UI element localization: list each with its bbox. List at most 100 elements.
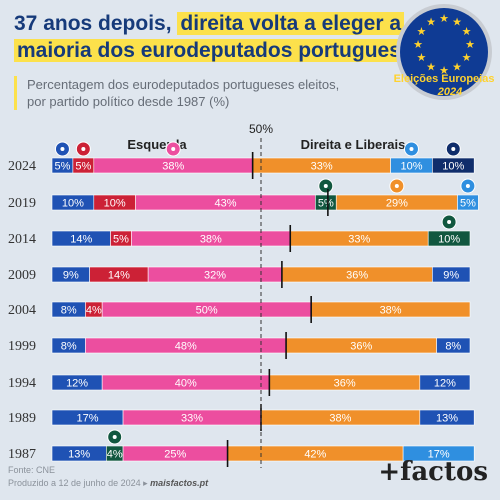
prd-logo-icon [107, 429, 123, 445]
segment-value-label: 38% [329, 413, 351, 425]
segment-value-label: 42% [304, 449, 326, 461]
site-text: maisfactos.pt [150, 478, 209, 488]
segment-value-label: 14% [108, 270, 130, 282]
segment-value-label: 38% [162, 161, 184, 173]
right-group-label: Direita e Liberais [301, 137, 406, 152]
segment-value-label: 8% [61, 305, 77, 317]
segment-value-label: 33% [181, 413, 203, 425]
subtitle-line-2: por partido político desde 1987 (%) [27, 94, 230, 109]
segment-value-label: 12% [434, 378, 456, 390]
eu-star-icon: ★ [462, 26, 472, 38]
credit-note: Produzido a 12 de junho de 2024 ▸ maisfa… [8, 477, 208, 490]
bar-segment [427, 230, 471, 247]
bar-segment [432, 157, 475, 174]
segment-value-label: 5% [318, 198, 334, 210]
eu-elections-badge: ★★★★★★★★★ ★ ★★ Eleições Europeias 2024 [394, 4, 494, 100]
segment-value-label: 48% [175, 341, 197, 353]
segment-value-label: 25% [164, 449, 186, 461]
bar-segment [457, 194, 479, 211]
year-label: 2019 [8, 196, 36, 211]
year-label: 2009 [8, 268, 36, 283]
segment-value-label: 36% [346, 270, 368, 282]
footer: Fonte: CNE Produzido a 12 de junho de 20… [8, 464, 208, 490]
segment-value-label: 50% [196, 305, 218, 317]
chart-title: 37 anos depois, direita volta a eleger a… [14, 10, 428, 64]
eu-star-icon: ★ [413, 39, 423, 51]
eu-star-icon: ★ [462, 52, 472, 64]
segment-value-label: 38% [380, 305, 402, 317]
segment-value-label: 4% [86, 305, 102, 317]
segment-value-label: 14% [70, 234, 92, 246]
brand-logo: +factos [378, 457, 488, 487]
year-label: 2014 [8, 232, 36, 247]
segment-value-label: 13% [68, 449, 90, 461]
year-label: 2004 [8, 303, 36, 318]
ps-fist-icon [165, 141, 181, 157]
badge-line-1: Eleições Europeias [394, 73, 494, 85]
eu-star-icon: ★ [465, 39, 475, 51]
eu-star-icon: ★ [426, 16, 436, 28]
year-label: 1994 [8, 376, 36, 391]
segment-value-label: 5% [460, 198, 476, 210]
badge-line-2: 2024 [437, 86, 462, 98]
title-line-1: 37 anos depois, direita volta a eleger a [14, 10, 405, 37]
year-label: 1989 [8, 411, 36, 426]
psd-arrows-icon [389, 178, 405, 194]
chart-subtitle: Percentagem dos eurodeputados portuguese… [14, 76, 339, 110]
eu-star-icon: ★ [452, 62, 462, 74]
segment-value-label: 5% [113, 234, 129, 246]
eu-star-icon: ★ [426, 62, 436, 74]
bar-segment [432, 266, 471, 283]
eu-star-icon: ★ [417, 52, 427, 64]
segment-value-label: 17% [428, 449, 450, 461]
pcp-star-icon [75, 141, 91, 157]
year-label: 1987 [8, 447, 36, 462]
segment-value-label: 10% [62, 198, 84, 210]
title-plain: 37 anos depois, [14, 12, 172, 35]
segment-value-label: 5% [75, 161, 91, 173]
bar-segment [436, 337, 471, 354]
cds-flag-icon [460, 178, 476, 194]
bar-segment [402, 445, 475, 462]
segment-value-label: 40% [175, 378, 197, 390]
segment-value-label: 9% [63, 270, 79, 282]
segment-value-label: 36% [334, 378, 356, 390]
segment-value-label: 12% [66, 378, 88, 390]
title-highlight-1: direita volta a eleger a [177, 12, 405, 35]
bar-segment [419, 409, 475, 426]
source-note: Fonte: CNE [8, 465, 56, 475]
segment-value-label: 8% [445, 341, 461, 353]
segment-value-label: 10% [442, 161, 464, 173]
segment-value-label: 10% [400, 161, 422, 173]
eu-star-icon: ★ [439, 13, 449, 25]
il-info-icon [403, 141, 419, 157]
eu-star-icon: ★ [417, 26, 427, 38]
segment-value-label: 4% [107, 449, 123, 461]
year-label: 1999 [8, 339, 36, 354]
segment-value-label: 43% [214, 198, 236, 210]
chega-logo-icon [445, 141, 461, 157]
segment-value-label: 38% [200, 234, 222, 246]
eu-star-icon: ★ [439, 65, 449, 77]
title-line-2: maioria dos eurodeputados portugueses [14, 37, 428, 64]
produced-text: Produzido a 12 de junho de 2024 ▸ [8, 478, 148, 488]
mpt-clover-icon [441, 214, 457, 230]
year-label: 2024 [8, 159, 36, 174]
eu-star-icon: ★ [452, 16, 462, 28]
segment-value-label: 32% [204, 270, 226, 282]
segment-value-label: 10% [438, 234, 460, 246]
segment-value-label: 36% [350, 341, 372, 353]
subtitle-line-1: Percentagem dos eurodeputados portuguese… [27, 77, 340, 92]
midline-label: 50% [249, 122, 273, 136]
segment-value-label: 10% [104, 198, 126, 210]
bar-segment [419, 374, 471, 391]
segment-value-label: 17% [77, 413, 99, 425]
title-highlight-2: maioria dos eurodeputados portugueses [14, 39, 428, 62]
segment-value-label: 13% [436, 413, 458, 425]
be-logo-icon [54, 141, 70, 157]
segment-value-label: 8% [61, 341, 77, 353]
pan-leaf-icon [318, 178, 334, 194]
segment-value-label: 9% [443, 270, 459, 282]
segment-value-label: 33% [311, 161, 333, 173]
